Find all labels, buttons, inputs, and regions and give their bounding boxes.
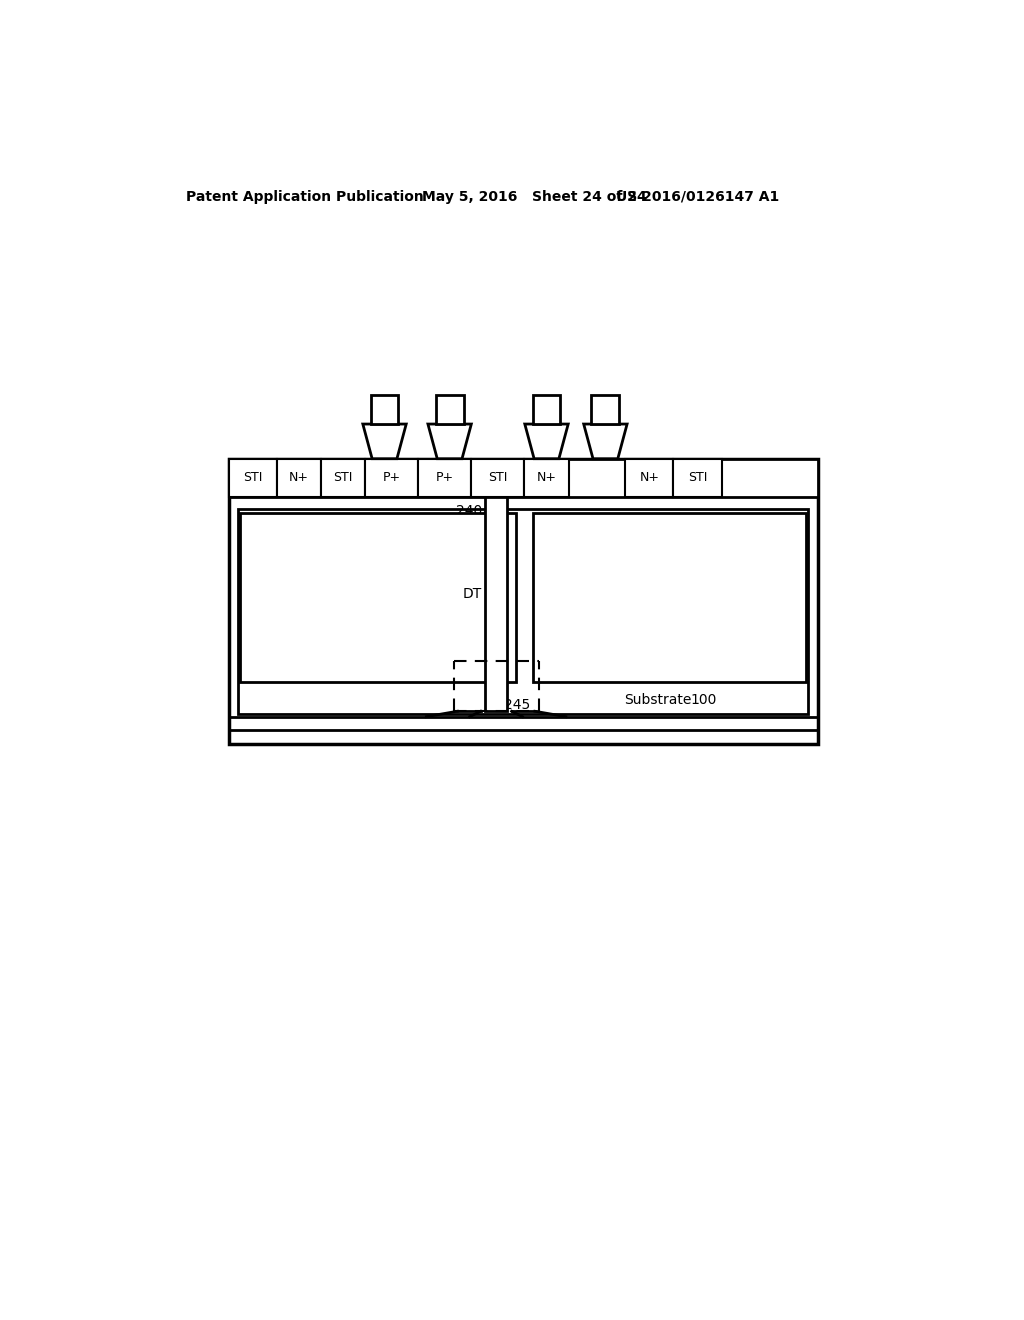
Bar [241, 512, 515, 682]
Bar [278, 459, 322, 498]
Bar [532, 395, 560, 424]
Text: US 2016/0126147 A1: US 2016/0126147 A1 [616, 190, 779, 203]
Bar [366, 459, 419, 498]
Bar [228, 459, 818, 498]
Bar [674, 459, 722, 498]
Bar [371, 395, 398, 424]
Text: 220: 220 [767, 660, 793, 673]
Bar [228, 459, 278, 498]
Text: N+: N+ [537, 471, 556, 484]
Bar [471, 459, 524, 498]
Text: N-Well: N-Well [317, 573, 367, 587]
Text: 245: 245 [504, 698, 530, 711]
Bar [485, 498, 507, 711]
Text: STI: STI [488, 471, 508, 484]
Text: P+: P+ [436, 471, 454, 484]
Text: 240: 240 [456, 504, 482, 517]
Bar [534, 512, 806, 682]
Text: P+: P+ [383, 471, 401, 484]
Text: N+: N+ [639, 471, 659, 484]
Bar [419, 459, 471, 498]
Text: 100: 100 [690, 693, 717, 706]
Polygon shape [524, 424, 568, 459]
Bar [238, 508, 809, 714]
Text: STI: STI [688, 471, 708, 484]
Bar [322, 459, 366, 498]
Text: Deep N-Well: Deep N-Well [686, 660, 771, 673]
Bar [592, 395, 620, 424]
Polygon shape [584, 424, 627, 459]
Polygon shape [362, 424, 407, 459]
Text: DT: DT [462, 586, 481, 601]
Bar [435, 395, 464, 424]
Bar [625, 459, 674, 498]
Text: P-Well: P-Well [611, 565, 656, 579]
Text: FIG. 54: FIG. 54 [621, 517, 710, 539]
Text: 110: 110 [662, 565, 690, 579]
Text: Patent Application Publication: Patent Application Publication [186, 190, 424, 203]
Bar [228, 459, 818, 743]
Text: May 5, 2016   Sheet 24 of 24: May 5, 2016 Sheet 24 of 24 [423, 190, 647, 203]
Text: N+: N+ [289, 471, 309, 484]
Bar [524, 459, 568, 498]
Text: STI: STI [334, 471, 353, 484]
Text: 105: 105 [369, 573, 397, 587]
Text: STI: STI [244, 471, 262, 484]
Text: Substrate: Substrate [624, 693, 691, 706]
Polygon shape [428, 424, 471, 459]
